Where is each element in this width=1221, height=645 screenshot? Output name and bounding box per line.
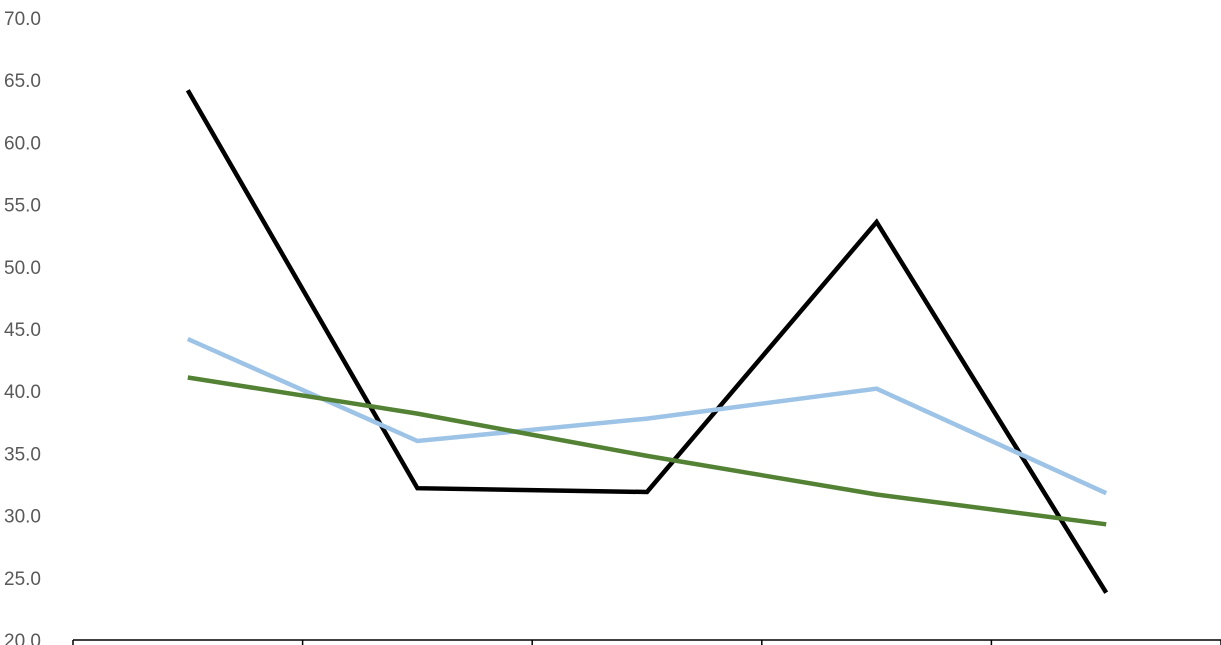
y-tick-label: 55.0 (4, 196, 41, 217)
y-tick-label: 35.0 (4, 444, 41, 465)
series-lines (185, 89, 1109, 594)
y-tick-label: 50.0 (4, 258, 41, 279)
y-tick-label: 70.0 (4, 9, 41, 30)
y-tick-label: 60.0 (4, 133, 41, 154)
series-line-2 (186, 336, 1108, 496)
y-axis-tick-labels: 20.0 25.0 30.0 35.0 40.0 45.0 50.0 55.0 60.0 65.0… (4, 9, 41, 645)
y-tick-label: 45.0 (4, 320, 41, 341)
y-tick-label: 20.0 (4, 631, 41, 645)
y-tick-label: 25.0 (4, 569, 41, 590)
series-line-3 (187, 375, 1107, 527)
series-line-1 (185, 89, 1109, 594)
y-tick-label: 40.0 (4, 382, 41, 403)
x-axis (72, 639, 1221, 645)
y-tick-label: 65.0 (4, 71, 41, 92)
y-tick-label: 30.0 (4, 507, 41, 528)
